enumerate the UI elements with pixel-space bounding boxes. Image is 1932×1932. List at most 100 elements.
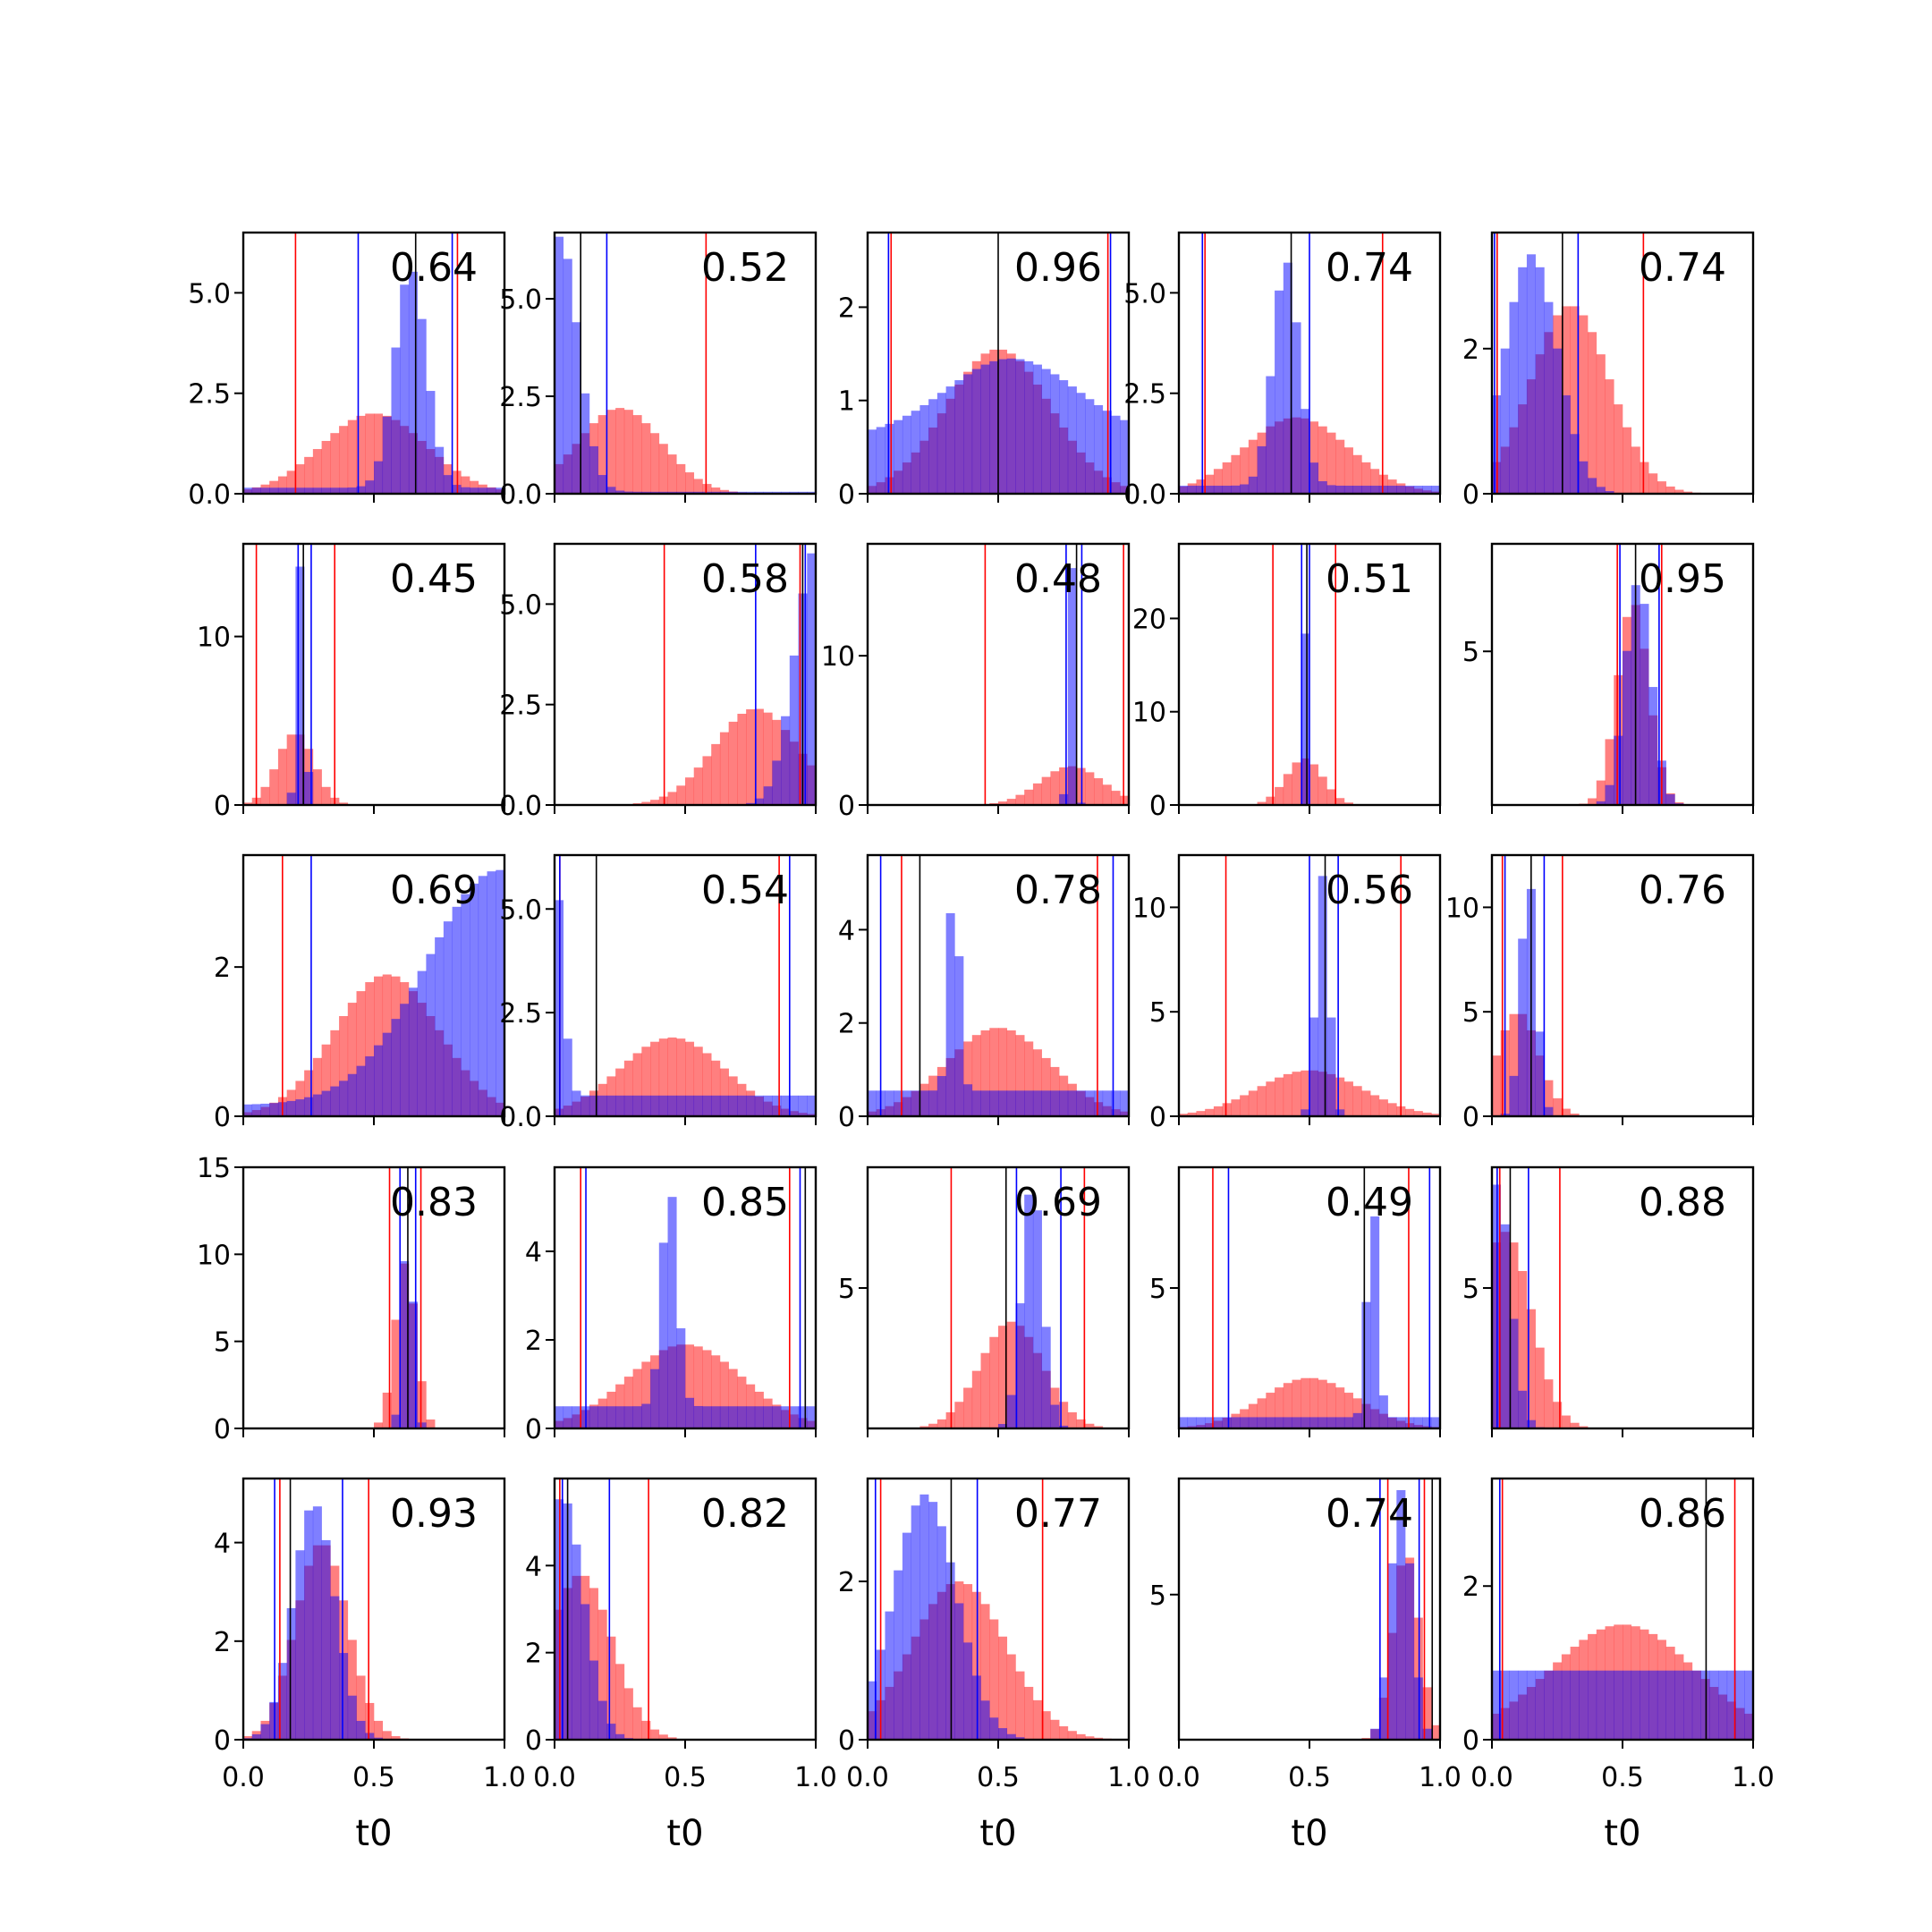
- blue-histogram-bar: [919, 1494, 929, 1740]
- blue-histogram-bar: [963, 1084, 973, 1116]
- blue-histogram-bar: [1674, 1670, 1684, 1740]
- red-histogram-bar: [963, 1387, 973, 1428]
- blue-histogram-bar: [1094, 404, 1104, 494]
- blue-histogram-bar: [1015, 1737, 1025, 1740]
- blue-histogram-bar: [928, 1502, 938, 1740]
- y-tick-label: 2: [1462, 1572, 1479, 1603]
- blue-histogram-bar: [772, 760, 782, 805]
- red-histogram-bar: [606, 410, 616, 494]
- blue-histogram-bar: [580, 393, 590, 494]
- red-histogram-bar: [1041, 1711, 1051, 1740]
- blue-histogram-bar: [1405, 1417, 1415, 1428]
- red-histogram-bar: [1431, 1724, 1441, 1740]
- blue-histogram-bar: [496, 487, 505, 494]
- y-tick-label: 2.5: [499, 691, 542, 722]
- blue-histogram-bar: [798, 1095, 808, 1116]
- blue-histogram-bar: [868, 429, 877, 494]
- blue-histogram-bar: [269, 1103, 279, 1116]
- blue-histogram-bar: [746, 1406, 756, 1428]
- blue-histogram-bar: [1588, 1670, 1597, 1740]
- blue-histogram-bar: [1318, 1417, 1327, 1428]
- blue-histogram-bar: [754, 1095, 764, 1116]
- blue-histogram-bar: [945, 1562, 955, 1740]
- panel-r1-c3: 0 10 20 0.51: [1132, 542, 1442, 822]
- red-histogram-bar: [954, 1402, 964, 1428]
- blue-histogram-bar: [1076, 802, 1086, 805]
- blue-histogram-bar: [1553, 348, 1563, 494]
- blue-histogram-bar: [902, 1532, 911, 1740]
- red-histogram-bar: [1544, 1379, 1554, 1428]
- blue-histogram-bar: [417, 970, 427, 1116]
- red-histogram-bar: [1240, 447, 1250, 494]
- red-histogram-bar: [693, 767, 703, 805]
- blue-histogram-bar: [1301, 409, 1310, 494]
- blue-histogram-bar: [763, 1095, 773, 1116]
- blue-histogram-bar: [632, 1406, 642, 1428]
- blue-histogram-bar: [667, 1197, 677, 1428]
- blue-histogram-bar: [391, 1414, 401, 1428]
- panel-r1-c4: 50.95: [1462, 542, 1755, 814]
- red-histogram-bar: [632, 1707, 642, 1740]
- red-histogram-bar: [1544, 1080, 1554, 1116]
- red-histogram-bar: [1309, 764, 1319, 805]
- y-tick-label: 2: [838, 1567, 855, 1598]
- y-tick-label: 1: [838, 386, 855, 418]
- x-tick-label: 1.0: [1419, 1762, 1462, 1793]
- red-histogram-bar: [998, 1028, 1008, 1116]
- panel-r3-c4: 50.88: [1462, 1165, 1755, 1437]
- blue-histogram-bar: [693, 1095, 703, 1116]
- blue-histogram-bar: [719, 1095, 729, 1116]
- red-histogram-bar: [597, 1609, 607, 1740]
- blue-histogram-bar: [382, 1032, 392, 1116]
- y-tick-label: 0: [838, 791, 855, 822]
- blue-histogram-bar: [737, 1095, 747, 1116]
- panel-value-label: 0.58: [701, 556, 789, 602]
- red-histogram-bar: [461, 476, 470, 494]
- y-tick-label: 5: [1149, 997, 1166, 1029]
- red-histogram-bar: [702, 1053, 712, 1116]
- red-histogram-bar: [391, 1736, 401, 1740]
- blue-histogram-bar: [1361, 486, 1371, 494]
- red-histogram-bar: [260, 786, 270, 805]
- blue-histogram-bar: [894, 419, 903, 494]
- red-histogram-bar: [667, 792, 677, 805]
- red-histogram-bar: [426, 1419, 436, 1428]
- blue-histogram-bar: [1509, 1670, 1519, 1740]
- blue-histogram-bar: [1067, 1090, 1077, 1116]
- y-tick-label: 5: [1462, 997, 1479, 1029]
- blue-histogram-bar: [1718, 1670, 1728, 1740]
- x-tick-label: 0.0: [222, 1762, 265, 1793]
- blue-histogram-bar: [902, 415, 911, 494]
- blue-histogram-bar: [1648, 687, 1658, 805]
- red-histogram-bar: [269, 480, 279, 494]
- red-histogram-bar: [667, 454, 677, 494]
- blue-histogram-bar: [1050, 1404, 1060, 1428]
- blue-histogram-bar: [998, 359, 1008, 494]
- red-histogram-bar: [330, 1030, 340, 1116]
- blue-histogram-bar: [702, 1406, 712, 1428]
- y-tick-label: 20: [1132, 604, 1166, 635]
- red-histogram-bar: [330, 433, 340, 494]
- blue-histogram-bar: [286, 487, 296, 494]
- blue-histogram-bar: [1570, 434, 1580, 494]
- red-histogram-bar: [1222, 1103, 1232, 1116]
- blue-histogram-bar: [1596, 487, 1606, 494]
- blue-histogram-bar: [1266, 376, 1275, 494]
- red-histogram-bar: [1102, 784, 1112, 805]
- panel-r1-c1: 0.0 2.5 5.0 0.58: [499, 542, 818, 822]
- blue-histogram-bar: [251, 1733, 261, 1740]
- blue-histogram-bar: [1544, 1106, 1554, 1116]
- red-histogram-bar: [1370, 469, 1380, 494]
- y-tick-label: 2.5: [499, 998, 542, 1030]
- blue-histogram-bar: [1726, 1670, 1736, 1740]
- blue-histogram-bar: [1196, 1417, 1206, 1428]
- red-histogram-bar: [1085, 1423, 1095, 1428]
- red-histogram-bar: [711, 743, 721, 805]
- blue-histogram-bar: [1187, 1417, 1197, 1428]
- red-histogram-bar: [1326, 789, 1336, 805]
- blue-histogram-bar: [650, 1095, 660, 1116]
- panel-value-label: 0.76: [1639, 868, 1726, 913]
- panel-value-label: 0.64: [390, 245, 478, 291]
- blue-histogram-bar: [711, 1095, 721, 1116]
- y-tick-label: 0: [525, 1725, 542, 1757]
